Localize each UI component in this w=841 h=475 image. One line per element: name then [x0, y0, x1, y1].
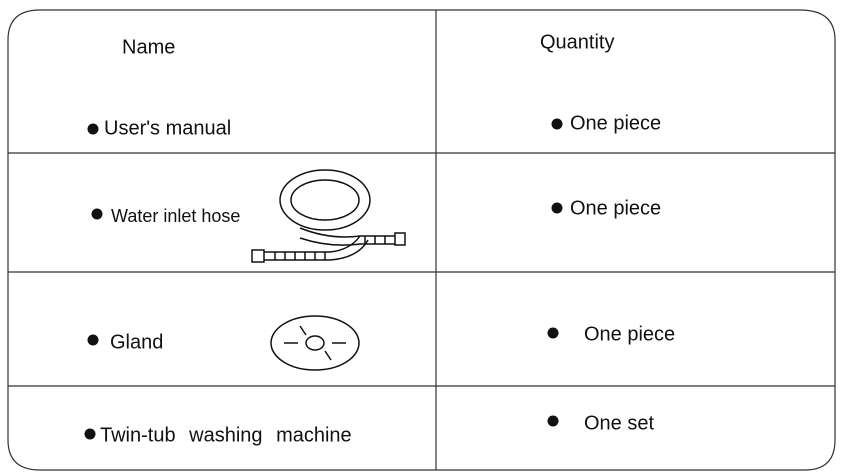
item-name: User's manual	[104, 117, 231, 139]
gland-icon	[270, 315, 360, 371]
bullet	[84, 428, 96, 440]
hose-icon	[251, 169, 406, 263]
item-name: Twin-tub washing machine	[100, 424, 352, 446]
item-quantity: One piece	[570, 112, 661, 134]
header-quantity: Quantity	[540, 31, 614, 53]
table-frame	[7, 9, 836, 471]
item-name: Water inlet hose	[111, 206, 240, 226]
item-name: Gland	[110, 331, 163, 353]
header-name: Name	[122, 36, 175, 58]
bullet	[87, 123, 99, 135]
item-quantity: One set	[584, 412, 654, 434]
bullet	[91, 208, 103, 220]
bullet	[547, 327, 559, 339]
bullet	[551, 118, 563, 130]
bullet	[551, 202, 563, 214]
bullet	[547, 415, 559, 427]
bullet	[87, 334, 99, 346]
item-quantity: One piece	[570, 197, 661, 219]
item-quantity: One piece	[584, 323, 675, 345]
